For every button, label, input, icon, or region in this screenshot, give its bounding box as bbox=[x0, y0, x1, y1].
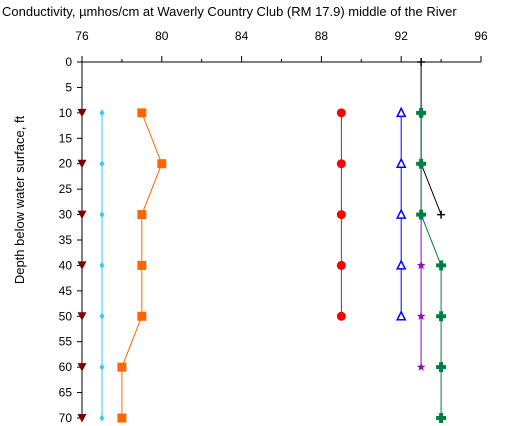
data-point bbox=[416, 311, 426, 320]
chart-title: Conductivity, µmhos/cm at Waverly Countr… bbox=[2, 4, 457, 19]
data-point bbox=[395, 106, 407, 118]
data-point bbox=[77, 261, 87, 270]
data-point bbox=[436, 362, 447, 373]
data-point bbox=[416, 362, 426, 371]
data-point bbox=[117, 413, 127, 423]
data-point bbox=[395, 208, 407, 219]
series-0 bbox=[77, 108, 87, 423]
data-point bbox=[99, 312, 105, 320]
data-point bbox=[336, 311, 346, 321]
data-point bbox=[416, 209, 427, 220]
data-point bbox=[336, 260, 346, 270]
series-3 bbox=[336, 108, 346, 321]
series-2 bbox=[117, 108, 167, 423]
series-1 bbox=[99, 109, 105, 422]
series-layer bbox=[77, 58, 447, 423]
y-tick-label: 0 bbox=[65, 55, 72, 69]
y-tick-label: 40 bbox=[59, 258, 73, 272]
data-point bbox=[395, 310, 407, 321]
data-point bbox=[137, 210, 147, 220]
data-point bbox=[157, 159, 167, 169]
y-tick-label: 30 bbox=[59, 208, 73, 222]
data-point bbox=[436, 260, 447, 271]
data-point bbox=[416, 260, 426, 270]
data-point bbox=[137, 311, 147, 321]
y-tick-label: 45 bbox=[59, 284, 73, 298]
series-line bbox=[420, 62, 442, 215]
data-point bbox=[99, 109, 105, 117]
data-point bbox=[99, 363, 105, 371]
y-tick-label: 10 bbox=[59, 106, 73, 120]
y-tick-label: 25 bbox=[59, 182, 73, 196]
data-point bbox=[436, 413, 447, 423]
data-point bbox=[77, 312, 87, 321]
y-tick-label: 65 bbox=[59, 386, 73, 400]
x-tick-label: 96 bbox=[474, 29, 488, 43]
y-tick-label: 15 bbox=[59, 131, 73, 145]
data-point bbox=[99, 160, 105, 168]
data-point bbox=[395, 259, 407, 270]
x-tick-label: 80 bbox=[155, 29, 169, 43]
data-point bbox=[117, 362, 127, 372]
data-point bbox=[137, 108, 147, 118]
data-point bbox=[77, 108, 87, 118]
data-point bbox=[137, 260, 147, 270]
data-point bbox=[99, 414, 105, 422]
y-tick-label: 55 bbox=[59, 335, 73, 349]
x-tick-label: 88 bbox=[315, 29, 329, 43]
data-point bbox=[416, 107, 427, 118]
y-tick-label: 50 bbox=[59, 309, 73, 323]
data-point bbox=[77, 414, 87, 423]
data-point bbox=[416, 158, 427, 169]
data-point bbox=[336, 108, 346, 118]
data-point bbox=[77, 363, 87, 372]
axes: 76 80 84 88 92 96 0 5 10 15 20 25 30 35 40 45 50 55 60 65 70 bbox=[59, 29, 488, 425]
series-7 bbox=[416, 107, 447, 423]
y-tick-label: 35 bbox=[59, 233, 73, 247]
y-axis-label: Depth below water surface, ft bbox=[12, 115, 27, 284]
data-point bbox=[336, 159, 346, 169]
x-tick-label: 92 bbox=[395, 29, 409, 43]
data-point bbox=[77, 159, 87, 169]
data-point bbox=[77, 210, 87, 220]
x-tick-label: 76 bbox=[75, 29, 89, 43]
data-point bbox=[437, 210, 446, 219]
y-tick-label: 20 bbox=[59, 157, 73, 171]
y-tick-label: 5 bbox=[65, 80, 72, 94]
data-point bbox=[99, 211, 105, 219]
series-4 bbox=[395, 106, 407, 321]
data-point bbox=[395, 157, 407, 168]
x-tick-label: 84 bbox=[235, 29, 249, 43]
data-point bbox=[436, 311, 447, 322]
data-point bbox=[417, 58, 426, 66]
data-point bbox=[99, 261, 105, 269]
y-tick-label: 60 bbox=[59, 360, 73, 374]
y-tick-label: 70 bbox=[59, 411, 73, 425]
data-point bbox=[336, 210, 346, 220]
